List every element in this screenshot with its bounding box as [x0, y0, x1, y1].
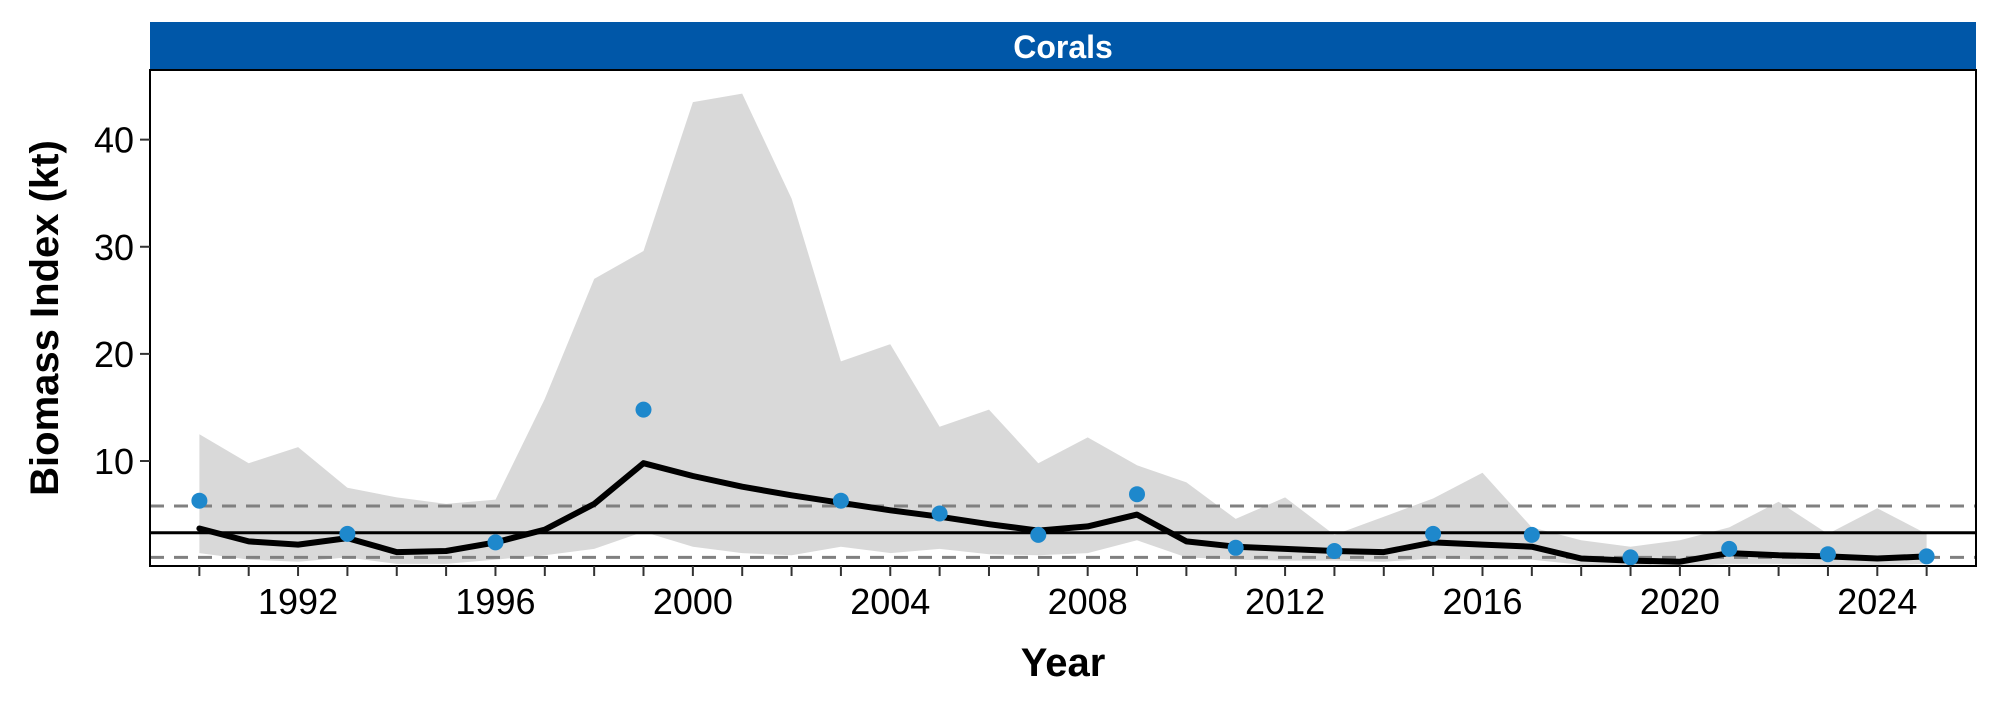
observed-point	[1523, 526, 1540, 543]
x-tick-label: 2004	[850, 581, 930, 622]
observed-point	[191, 492, 208, 509]
observed-point	[635, 401, 652, 418]
observed-point	[1819, 546, 1836, 563]
strip-title: Corals	[1013, 29, 1113, 65]
x-tick-label: 2012	[1245, 581, 1325, 622]
x-tick-label: 2000	[653, 581, 733, 622]
observed-point	[832, 492, 849, 509]
observed-point	[339, 525, 356, 542]
x-tick-label: 2016	[1442, 581, 1522, 622]
axes: 1992 1996 2000 2004 2008 2012 2016 2020 2024 10 20…	[94, 120, 1928, 622]
x-tick-label: 2008	[1048, 581, 1128, 622]
observed-point	[1721, 540, 1738, 557]
x-tick-label: 1992	[258, 581, 338, 622]
observed-point	[1227, 539, 1244, 556]
y-tick-label: 40	[94, 120, 134, 161]
observed-point	[487, 534, 504, 551]
observed-point	[1425, 525, 1442, 542]
observed-point	[1326, 543, 1343, 559]
observed-point	[1030, 526, 1047, 543]
plot-area	[150, 93, 1976, 566]
observed-point	[931, 505, 948, 522]
y-tick-label: 10	[94, 441, 134, 482]
x-tick-label: 1996	[455, 581, 535, 622]
uncertainty-band	[199, 93, 1927, 566]
y-tick-label: 20	[94, 334, 134, 375]
y-axis-title: Biomass Index (kt)	[23, 140, 67, 496]
x-axis-title: Year	[1021, 641, 1106, 685]
observed-point	[1129, 486, 1145, 503]
strip-background	[150, 22, 1976, 70]
observed-point	[1622, 549, 1639, 566]
x-tick-label: 2024	[1837, 581, 1917, 622]
panel-border	[149, 69, 1977, 567]
biomass-line	[196, 460, 1930, 565]
x-tick-label: 2020	[1640, 581, 1720, 622]
observed-point	[1918, 548, 1935, 565]
y-tick-label: 30	[94, 227, 134, 268]
